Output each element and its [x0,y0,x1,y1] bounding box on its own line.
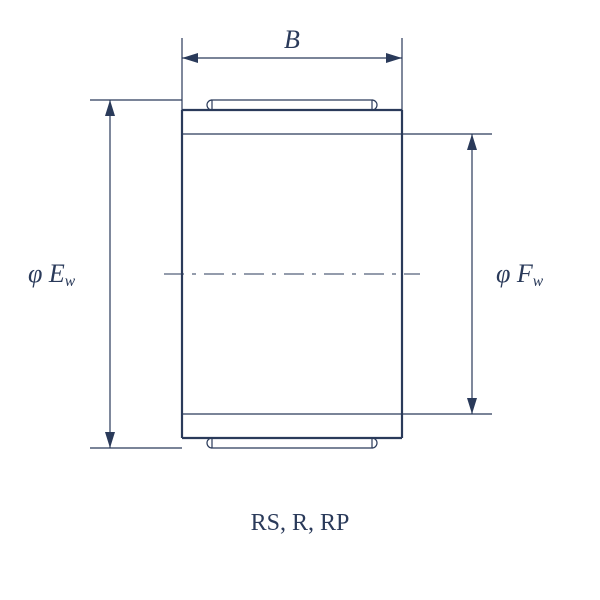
label-Fw: φ Fw [496,259,544,290]
label-Ew: φ Ew [28,259,76,290]
label-type: RS, R, RP [251,510,350,536]
bearing-diagram: Bφ Ew φ Fw RS, R, RP [0,0,600,600]
label-B: B [284,25,300,54]
